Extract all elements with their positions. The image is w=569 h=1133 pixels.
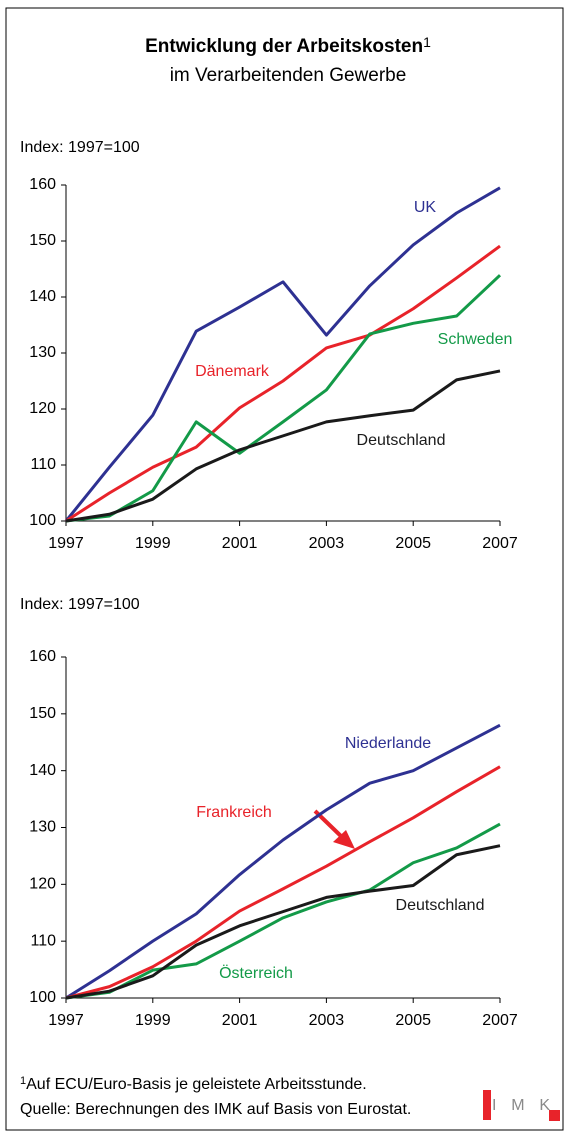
x-tick-label: 2007 <box>482 535 518 552</box>
logo-bar <box>483 1090 491 1120</box>
footnote-marker: 1 <box>20 1075 26 1087</box>
y-axis-label: Index: 1997=100 <box>20 596 140 613</box>
series-label: Frankreich <box>196 804 272 821</box>
series-line <box>65 369 501 523</box>
series-line <box>65 244 501 523</box>
series-label: Österreich <box>219 964 293 982</box>
y-tick-label: 120 <box>29 876 56 893</box>
series-label: Niederlande <box>345 735 431 752</box>
title-note: 1 <box>423 34 431 50</box>
y-tick-label: 160 <box>29 648 56 665</box>
footnote: 1Auf ECU/Euro-Basis je geleistete Arbeit… <box>20 1075 367 1093</box>
footnote-text: Auf ECU/Euro-Basis je geleistete Arbeits… <box>26 1076 367 1093</box>
y-tick-label: 100 <box>29 989 56 1006</box>
y-tick-label: 150 <box>29 705 56 722</box>
x-tick-label: 1999 <box>135 1012 171 1029</box>
series-label: Deutschland <box>357 432 446 449</box>
y-tick-label: 140 <box>29 288 56 305</box>
series-label: Dänemark <box>195 363 270 380</box>
x-tick-label: 2001 <box>222 1012 258 1029</box>
chart-subtitle: im Verarbeitenden Gewerbe <box>170 65 407 86</box>
y-tick-label: 100 <box>29 512 56 529</box>
y-tick-label: 130 <box>29 344 56 361</box>
y-tick-label: 110 <box>30 456 56 473</box>
chart-title: Entwicklung der Arbeitskosten <box>145 36 423 57</box>
x-tick-label: 2007 <box>482 1012 518 1029</box>
y-axis-label: Index: 1997=100 <box>20 139 140 156</box>
y-tick-label: 160 <box>29 176 56 193</box>
series-line <box>65 822 501 1000</box>
x-tick-label: 1997 <box>48 1012 84 1029</box>
source: Quelle: Berechnungen des IMK auf Basis v… <box>20 1101 411 1118</box>
y-tick-label: 120 <box>29 400 56 417</box>
series-line <box>65 765 501 1000</box>
annotation-arrowhead <box>333 830 355 849</box>
y-tick-label: 130 <box>29 819 56 836</box>
series-line <box>65 274 502 523</box>
series-line <box>65 844 501 1000</box>
logo-dot <box>549 1110 560 1121</box>
logo: IMK <box>492 1097 550 1114</box>
x-tick-label: 2001 <box>222 535 258 552</box>
series-line <box>64 186 501 522</box>
y-tick-label: 140 <box>29 762 56 779</box>
x-tick-label: 1997 <box>48 535 84 552</box>
x-tick-label: 2005 <box>395 1012 431 1029</box>
title-group: Entwicklung der Arbeitskosten1 <box>145 34 431 57</box>
x-tick-label: 1999 <box>135 535 171 552</box>
series-line <box>65 723 501 1000</box>
x-tick-label: 2005 <box>395 535 431 552</box>
x-tick-label: 2003 <box>309 535 345 552</box>
x-tick-label: 2003 <box>309 1012 345 1029</box>
y-tick-label: 110 <box>30 932 56 949</box>
series-label: Deutschland <box>396 897 485 914</box>
series-label: UK <box>414 199 437 216</box>
frame <box>5 7 564 1131</box>
y-tick-label: 150 <box>29 232 56 249</box>
series-label: Schweden <box>438 331 513 348</box>
